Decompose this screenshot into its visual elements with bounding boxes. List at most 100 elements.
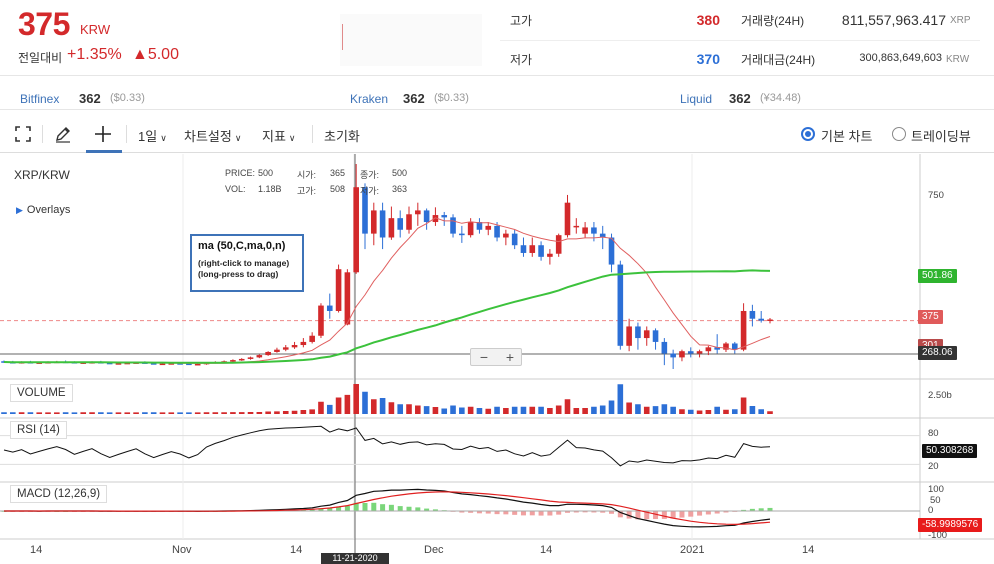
macd-histogram-bar [512,511,518,515]
volume-bar [397,404,404,414]
macd-histogram-bar [318,508,324,511]
rsi-value-tag: 50.308268 [922,444,978,458]
macd-histogram-bar [336,506,342,511]
candle-body [274,349,280,352]
candle-body [520,245,527,253]
volume-bar [379,398,386,414]
chart-settings-dropdown[interactable]: 차트설정 ∨ [184,129,242,144]
volume-bar [652,406,659,414]
volume-bar [221,412,227,414]
candle-body [538,245,544,257]
y-tick-label: 750 [928,190,944,201]
volume-bar [511,406,518,414]
macd-histogram-bar [388,504,394,511]
rsi-pane-label[interactable]: RSI (14) [10,421,67,439]
candle-body [379,210,386,238]
ohlc-price: 500 [258,168,274,178]
exchange-name[interactable]: Bitfinex [20,92,60,106]
volume-bar [274,411,280,414]
ma-overlay-label[interactable]: ma (50,C,ma,0,n) (right-click to manage)… [190,234,304,292]
crosshair-icon[interactable] [92,123,114,145]
ohlc-low-label: 저가: [360,186,380,196]
macd-histogram-bar [653,511,659,520]
candle-body [687,351,694,354]
exchange-name[interactable]: Kraken [350,92,389,106]
candle-body [106,362,113,365]
candle-body [300,341,307,346]
interval-dropdown[interactable]: 1일 ∨ [138,129,167,144]
ohlc-close-label: 종가: [360,170,380,180]
toolbar-separator [126,125,127,143]
volume-bar [388,402,395,414]
volume-bar [617,384,624,414]
reset-button[interactable]: 초기화 [324,129,360,144]
volume-bar [370,399,377,414]
x-tick-label: 14 [802,544,815,556]
volume-bar [740,397,747,414]
macd-histogram-bar [661,511,667,519]
macd-histogram-bar [758,508,764,511]
candle-body [370,210,377,234]
y-tick-label: 20 [928,461,939,472]
exchange-price: 362 [403,91,425,106]
basic-chart-radio[interactable] [801,127,815,141]
candle-body [177,363,183,365]
x-tick-label: Dec [424,544,444,556]
y-tick-label: 2.50b [928,390,952,401]
volume-pane-label[interactable]: VOLUME [10,384,73,402]
volume-bar [362,391,368,414]
candle-body [503,233,509,238]
macd-histogram-bar [371,502,377,511]
volume-bar [265,411,271,414]
fullscreen-icon[interactable] [12,123,34,145]
volume-bar [326,404,333,414]
basic-chart-label[interactable]: 기본 차트 [821,129,873,144]
volume-bar [467,406,474,414]
ohlc-vol-label: VOL: [225,184,246,194]
volume-bar [10,412,16,414]
trading-view-label[interactable]: 트레이딩뷰 [911,129,971,144]
volume-bar [573,408,580,414]
macd-histogram-bar [362,502,368,511]
indicators-dropdown[interactable]: 지표 ∨ [262,129,296,144]
mini-sparkline [340,14,482,66]
trading-view-radio[interactable] [892,127,906,141]
volume-bar [309,409,315,414]
macd-histogram-bar [626,511,632,519]
ohlc-vol: 1.18B [258,184,282,194]
macd-pane-label[interactable]: MACD (12,26,9) [10,485,108,503]
macd-histogram-bar [573,511,579,513]
overlays-toggle[interactable]: ▶ Overlays [16,204,71,216]
volume-bar [450,405,456,414]
volume-bar [238,412,245,414]
volume-bar [635,404,641,414]
exchange-name[interactable]: Liquid [680,92,713,106]
macd-histogram-bar [485,511,491,514]
candle-body [670,353,676,358]
candle-body [652,330,659,342]
chart-canvas[interactable] [0,154,994,564]
volume-bar [485,408,492,414]
pencil-icon[interactable] [52,123,74,145]
volume-bar [142,412,148,414]
volume-bar [247,412,254,414]
volume-bar [547,408,553,414]
ma-hint: (right-click to manage) [198,258,290,268]
candle-body [573,225,580,228]
change-absolute: ▲5.00 [132,46,179,63]
zoom-in-button[interactable]: + [505,349,515,365]
zoom-out-button[interactable]: − [479,349,489,365]
candle-body [344,272,351,325]
candle-body [450,217,456,234]
volume-bar [230,412,236,414]
candle-body [661,341,668,354]
candle-body [643,330,650,339]
exchange-sub: ($0.33) [110,92,145,104]
ohlc-close: 500 [392,168,408,178]
high-label: 고가 [510,14,533,28]
price-chart[interactable]: XRP/KRW ▶ Overlays PRICE: 500 VOL: 1.18B … [0,154,994,564]
candle-body [415,210,421,215]
candle-body [397,218,404,230]
volume-bar [212,412,219,414]
macd-histogram-bar [406,506,412,511]
